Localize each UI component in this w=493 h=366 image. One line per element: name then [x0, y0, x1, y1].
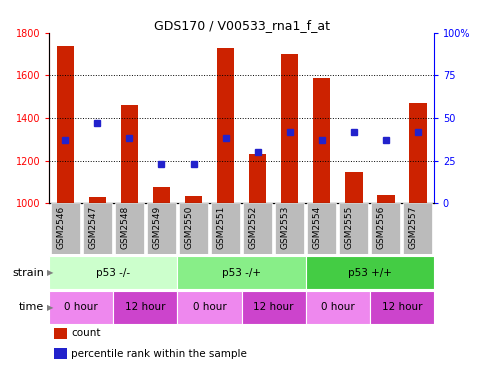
Bar	[306, 256, 434, 289]
Bar	[339, 203, 368, 254]
Bar	[83, 203, 112, 254]
Bar	[313, 78, 330, 203]
Text: GSM2550: GSM2550	[184, 206, 193, 249]
Bar	[217, 48, 234, 203]
Text: 0 hour: 0 hour	[193, 302, 226, 313]
Bar	[306, 291, 370, 324]
Bar	[243, 203, 272, 254]
Text: strain: strain	[12, 268, 44, 278]
Text: time: time	[19, 302, 44, 313]
Bar	[185, 196, 202, 203]
Bar	[54, 328, 67, 339]
Text: 12 hour: 12 hour	[125, 302, 166, 313]
Text: GSM2556: GSM2556	[377, 206, 386, 249]
Text: GSM2552: GSM2552	[248, 206, 257, 249]
Bar	[403, 203, 432, 254]
Text: GSM2546: GSM2546	[56, 206, 65, 249]
Bar	[89, 197, 106, 203]
Text: ▶: ▶	[47, 303, 53, 312]
Bar	[345, 172, 362, 203]
Bar	[307, 203, 336, 254]
Bar	[281, 54, 298, 203]
Text: GSM2548: GSM2548	[120, 206, 129, 249]
Text: GSM2557: GSM2557	[409, 206, 418, 249]
Bar	[153, 187, 170, 203]
Text: p53 +/+: p53 +/+	[348, 268, 391, 278]
Text: p53 -/-: p53 -/-	[96, 268, 131, 278]
Title: GDS170 / V00533_rna1_f_at: GDS170 / V00533_rna1_f_at	[154, 19, 329, 32]
Bar	[377, 195, 394, 203]
Bar	[370, 291, 434, 324]
Bar	[371, 203, 400, 254]
Bar	[113, 291, 177, 324]
Bar	[121, 105, 138, 203]
Text: 0 hour: 0 hour	[65, 302, 98, 313]
Text: 12 hour: 12 hour	[253, 302, 294, 313]
Bar	[147, 203, 176, 254]
Bar	[249, 154, 266, 203]
Text: GSM2547: GSM2547	[88, 206, 98, 249]
Bar	[49, 291, 113, 324]
Text: GSM2554: GSM2554	[313, 206, 321, 249]
Text: 12 hour: 12 hour	[382, 302, 422, 313]
Bar	[49, 256, 177, 289]
Bar	[177, 291, 242, 324]
Bar	[275, 203, 304, 254]
Bar	[211, 203, 240, 254]
Bar	[54, 348, 67, 359]
Text: GSM2551: GSM2551	[216, 206, 225, 249]
Text: percentile rank within the sample: percentile rank within the sample	[71, 348, 247, 359]
Text: GSM2553: GSM2553	[281, 206, 290, 249]
Bar	[409, 103, 426, 203]
Text: ▶: ▶	[47, 268, 53, 277]
Bar	[177, 256, 306, 289]
Text: 0 hour: 0 hour	[321, 302, 354, 313]
Bar	[242, 291, 306, 324]
Bar	[179, 203, 208, 254]
Bar	[57, 46, 74, 203]
Text: GSM2549: GSM2549	[152, 206, 161, 249]
Bar	[51, 203, 80, 254]
Text: GSM2555: GSM2555	[345, 206, 353, 249]
Text: p53 -/+: p53 -/+	[222, 268, 261, 278]
Text: count: count	[71, 328, 101, 339]
Bar	[115, 203, 144, 254]
